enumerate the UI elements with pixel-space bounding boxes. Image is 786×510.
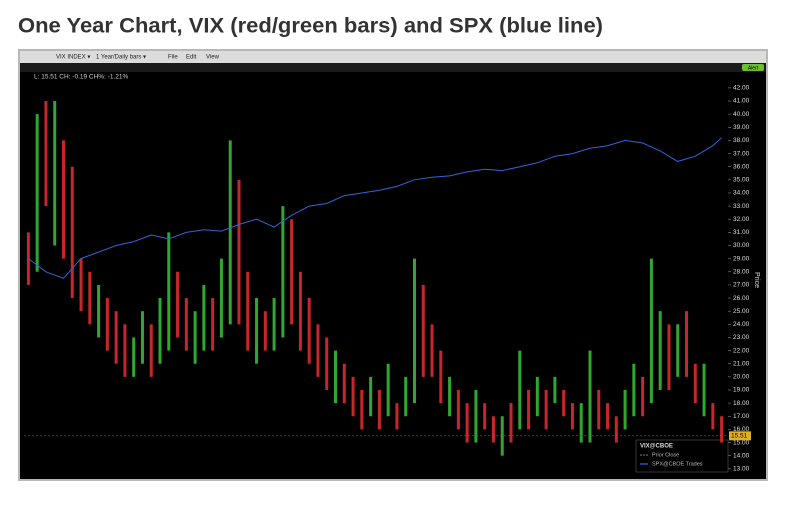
y-tick-label: 34.00 — [733, 190, 750, 197]
y-tick-label: 19.00 — [733, 387, 750, 394]
y-tick-label: 42.00 — [733, 85, 750, 92]
legend-spx: SPX@CBOE Trades — [652, 461, 703, 467]
y-tick-label: 20.00 — [733, 374, 750, 381]
spx-line — [28, 137, 722, 279]
y-tick-label: 40.00 — [733, 111, 750, 118]
y-tick-label: 22.00 — [733, 347, 750, 354]
y-tick-label: 16.00 — [733, 426, 750, 433]
y-tick-label: 21.00 — [733, 360, 750, 367]
toolbar-item[interactable]: VIX INDEX ▾ — [56, 55, 90, 61]
y-tick-label: 33.00 — [733, 203, 750, 210]
legend-prior: Prior Close — [652, 452, 679, 458]
y-tick-label: 15.00 — [733, 439, 750, 446]
y-tick-label: 37.00 — [733, 150, 750, 157]
y-tick-label: 39.00 — [733, 124, 750, 131]
toolbar-item[interactable]: File — [168, 55, 178, 61]
y-tick-label: 14.00 — [733, 452, 750, 459]
y-tick-label: 32.00 — [733, 216, 750, 223]
toolbar-item[interactable]: View — [206, 55, 220, 61]
legend-title: VIX@CBOE — [640, 444, 673, 450]
y-tick-label: 27.00 — [733, 282, 750, 289]
toolbar — [20, 51, 766, 63]
y-tick-label: 26.00 — [733, 295, 750, 302]
y-tick-label: 38.00 — [733, 137, 750, 144]
toolbar-item[interactable]: Edit — [186, 55, 197, 61]
y-tick-label: 29.00 — [733, 255, 750, 262]
y-tick-label: 30.00 — [733, 242, 750, 249]
chart-area — [20, 72, 766, 479]
legend-box — [635, 439, 729, 473]
y-tick-label: 24.00 — [733, 321, 750, 328]
alert-label[interactable]: Alert — [748, 65, 759, 71]
y-tick-label: 18.00 — [733, 400, 750, 407]
y-tick-label: 35.00 — [733, 177, 750, 184]
alert-button[interactable] — [742, 64, 764, 71]
y-tick-label: 36.00 — [733, 163, 750, 170]
page-title: One Year Chart, VIX (red/green bars) and… — [18, 15, 603, 38]
status-line: L: 15.51 CH: -0.19 CH%: -1.21% — [34, 74, 129, 81]
y-tick-label: 17.00 — [733, 413, 750, 420]
y-tick-label: 31.00 — [733, 229, 750, 236]
last-price-label: 15.51 — [731, 433, 748, 440]
toolbar-item[interactable]: 1 Year/Daily bars ▾ — [96, 55, 146, 61]
last-price-tag — [729, 431, 751, 441]
y-tick-label: 13.00 — [733, 466, 750, 473]
y-tick-label: 41.00 — [733, 98, 750, 105]
icon-bar — [20, 63, 766, 72]
y-tick-label: 25.00 — [733, 308, 750, 315]
y-axis-label: Price — [753, 272, 760, 288]
y-tick-label: 23.00 — [733, 334, 750, 341]
y-tick-label: 28.00 — [733, 268, 750, 275]
